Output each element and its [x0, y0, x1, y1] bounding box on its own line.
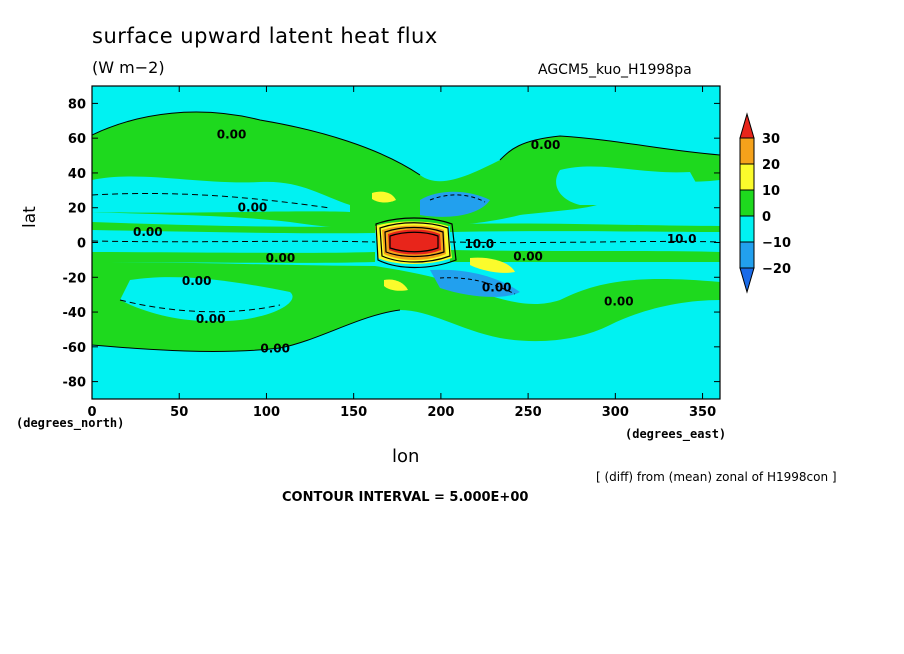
y-tick-label: 60	[68, 132, 86, 147]
positive-anomaly-north	[372, 191, 396, 203]
chart-units: (W m−2)	[92, 58, 165, 77]
x-tick-label: 100	[253, 405, 280, 420]
colorbar-tick-label: 10	[762, 184, 780, 199]
x-tick-label: 350	[689, 405, 716, 420]
x-tick-label: 200	[427, 405, 454, 420]
south-positive-band	[92, 262, 720, 352]
equatorial-south-strip	[92, 252, 375, 263]
contour-label: 10.0	[667, 232, 697, 246]
contour-label: 0.00	[266, 251, 296, 265]
negative-contour-center-north	[429, 194, 486, 203]
zero-contour-north-east	[499, 135, 720, 161]
core-contour-3	[384, 226, 445, 258]
negative-contour-equator-west	[92, 240, 376, 243]
contour-interval: CONTOUR INTERVAL = 5.000E+00	[282, 490, 529, 505]
colorbar-max-arrow	[739, 112, 755, 139]
core-positive-inner	[388, 229, 441, 255]
contour-label: 0.00	[217, 128, 247, 142]
y-tick-label: 20	[68, 202, 86, 217]
negative-contour-equator-east	[449, 240, 720, 244]
colorbar-min-arrow	[739, 267, 755, 294]
x-tick-label: 150	[340, 405, 367, 420]
positive-anomaly-south	[384, 279, 408, 291]
zero-contour-north	[92, 111, 421, 176]
zero-contour-south	[92, 309, 401, 352]
y-axis-ticks: 80 60 40 20 0 -20 -40 -60 -80	[63, 97, 720, 391]
x-tick-label: 50	[170, 405, 188, 420]
x-tick-label: 0	[87, 405, 96, 420]
colorbar-segment-0-10	[739, 189, 755, 217]
x-axis-unit-label: (degrees_east)	[625, 427, 727, 441]
contour-label: 0.00	[260, 342, 290, 356]
x-axis-label: lon	[392, 446, 420, 467]
colorbar-segment-10-20	[739, 163, 755, 191]
y-tick-label: 0	[77, 237, 86, 252]
x-tick-label: 250	[515, 405, 542, 420]
south-strong-negative-patch	[430, 269, 520, 297]
colorbar-segment-20-30	[739, 137, 755, 165]
experiment-label: AGCM5_kuo_H1998pa	[538, 62, 692, 78]
y-tick-label: -40	[63, 306, 87, 321]
contour-label: 0.00	[513, 249, 543, 263]
colorbar-segment-m20-m10	[739, 241, 755, 269]
y-tick-label: 40	[68, 167, 86, 182]
north-east-negative-patch	[556, 166, 700, 205]
difference-note: [ (diff) from (mean) zonal of H1998con ]	[596, 470, 837, 484]
positive-anomaly-east	[470, 257, 515, 273]
equatorial-north-strip-east	[450, 223, 720, 232]
north-strong-negative-patch	[420, 191, 490, 217]
x-tick-label: 300	[602, 405, 629, 420]
y-axis-unit-label: (degrees_north)	[16, 416, 125, 430]
contour-label: 0.00	[604, 295, 634, 309]
colorbar: 30 20 10 0 −10 −20	[739, 112, 791, 294]
contour-label: 0.00	[182, 274, 212, 288]
contour-label: 0.00	[133, 225, 163, 239]
contour-label: 0.00	[196, 312, 226, 326]
contour-label: 0.00	[531, 138, 561, 152]
y-tick-label: -80	[63, 376, 87, 391]
contour-label: 0.00	[482, 281, 512, 295]
core-contour-2	[379, 222, 451, 263]
north-negative-patch	[92, 176, 350, 213]
y-tick-label: 80	[68, 97, 86, 112]
colorbar-tick-label: 20	[762, 158, 780, 173]
chart-title: surface upward latent heat flux	[92, 24, 438, 48]
contour-label: 10.0	[464, 237, 494, 251]
contour-label-layer: 0.00 0.00 0.00 0.00 0.00 0.00 0.00 0.00 10.0 0.00…	[133, 128, 696, 356]
negative-contour-north	[92, 192, 331, 209]
colorbar-tick-label: −20	[762, 262, 791, 277]
negative-contour-center-south	[439, 277, 516, 295]
colorbar-segment-m10-0	[739, 215, 755, 243]
negative-contour-south	[119, 299, 281, 313]
equatorial-south-strip-east	[450, 250, 720, 262]
contour-label: 0.00	[238, 201, 268, 215]
core-contour-4	[389, 231, 439, 253]
colorbar-tick-label: 30	[762, 132, 780, 147]
core-contour-1	[375, 217, 457, 269]
colorbar-tick-label: 0	[762, 210, 771, 225]
y-tick-label: -60	[63, 341, 87, 356]
x-axis-ticks: 0 50 100 150 200 250 300 350	[87, 86, 716, 420]
contour-fill-layer	[92, 86, 720, 399]
y-tick-label: -20	[63, 271, 87, 286]
equatorial-north-strip	[92, 222, 375, 234]
colorbar-tick-label: −10	[762, 236, 791, 251]
